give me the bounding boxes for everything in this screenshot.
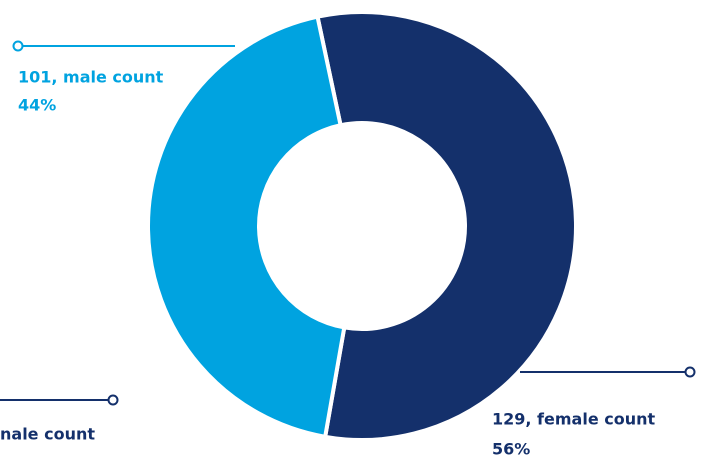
label-dot — [12, 40, 24, 52]
percent-label: 44% — [18, 96, 56, 115]
annotation: nale count — [0, 425, 95, 444]
label-dot — [107, 394, 119, 406]
percent-label: 56% — [492, 440, 530, 459]
donut-slice — [315, 10, 578, 442]
label-dot — [684, 366, 696, 378]
value-label: 101, male count — [18, 68, 164, 87]
donut-slice — [146, 14, 347, 440]
value-label: 129, female count — [492, 410, 655, 429]
